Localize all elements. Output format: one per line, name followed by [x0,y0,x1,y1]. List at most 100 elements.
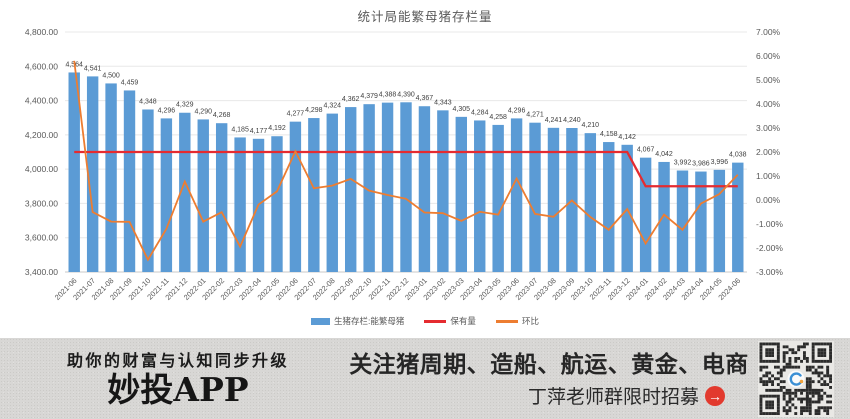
banner-recruit-text: 丁萍老师群限时招募 [527,387,699,408]
legend-item-bars: 生猪存栏:能繁母猪 [311,315,404,327]
bar [179,112,191,272]
svg-text:4,362: 4,362 [342,96,360,103]
svg-text:4,038: 4,038 [729,152,747,159]
svg-text:4,271: 4,271 [526,112,544,119]
bar [271,136,283,272]
bar [86,76,99,273]
svg-text:0.00%: 0.00% [756,195,781,205]
bar [584,133,597,272]
svg-text:4,500: 4,500 [102,72,120,79]
bar [381,102,394,272]
svg-text:4,800.00: 4,800.00 [25,27,58,37]
bar [326,113,338,272]
bar-swatch-icon [311,317,331,325]
svg-text:7.00%: 7.00% [756,27,781,37]
svg-text:4,185: 4,185 [231,126,249,133]
banner-recruit-row: 丁萍老师群限时招募 → [345,382,753,409]
svg-text:3,996: 3,996 [711,159,729,166]
bar [308,118,320,272]
svg-text:1.00%: 1.00% [756,171,781,181]
bar [418,106,431,272]
svg-text:5.00%: 5.00% [756,75,781,85]
bar [160,118,173,273]
legend-item-retention: 保有量 [424,315,476,327]
svg-text:3,800.00: 3,800.00 [25,198,58,208]
legend-label-mom: 环比 [521,316,539,326]
svg-text:4,258: 4,258 [489,114,507,121]
bar [547,127,560,272]
mom-line [73,60,739,262]
retention-line [74,150,738,188]
svg-text:3,600.00: 3,600.00 [25,233,58,243]
red-circle-arrow-icon: → [705,385,725,406]
svg-text:4,158: 4,158 [600,131,618,138]
banner-headline: 关注猪周期、造船、航运、黄金、电商 [349,351,749,377]
bar [713,169,726,272]
banner-app-name: 妙投APP [107,370,249,409]
promo-banner[interactable]: 助你的财富与认知同步升级 妙投APP 关注猪周期、造船、航运、黄金、电商 丁萍老… [0,338,850,419]
bar [455,116,467,272]
svg-text:4,142: 4,142 [618,134,636,141]
svg-text:4,268: 4,268 [213,112,231,119]
svg-text:-3.00%: -3.00% [756,267,783,277]
banner-left-block: 助你的财富与认知同步升级 妙投APP [28,347,328,408]
bar [474,120,486,272]
svg-text:4,290: 4,290 [194,108,212,115]
bar [142,109,154,272]
svg-text:3,986: 3,986 [692,161,710,168]
bar [437,110,449,272]
bars [68,72,744,273]
bar [492,124,504,273]
svg-text:4,296: 4,296 [508,107,526,114]
bar [658,161,670,272]
bar [529,122,541,272]
svg-text:4,329: 4,329 [176,102,194,109]
svg-text:4,296: 4,296 [158,107,176,114]
banner-right-block: 关注猪周期、造船、航运、黄金、电商 丁萍老师群限时招募 → [345,345,753,409]
bar [289,121,302,273]
svg-text:4,000.00: 4,000.00 [25,164,58,174]
svg-text:4,379: 4,379 [360,93,378,100]
bar [345,107,357,272]
svg-text:4,305: 4,305 [453,106,471,113]
orange-line-swatch-icon [495,319,518,323]
svg-text:-1.00%: -1.00% [756,219,783,229]
bar [676,170,689,272]
bar [510,118,523,273]
legend-label-bars: 生猪存栏:能繁母猪 [334,316,405,326]
svg-text:4,067: 4,067 [637,147,655,154]
qr-code [758,341,834,417]
chart-title: 统计局能繁母猪存栏量 [357,10,493,24]
svg-text:4,390: 4,390 [397,91,415,98]
bar [732,162,744,272]
svg-text:4,284: 4,284 [471,109,489,116]
svg-text:4,177: 4,177 [250,128,268,135]
svg-text:4,241: 4,241 [545,117,563,124]
bar [105,83,117,272]
svg-text:4,200.00: 4,200.00 [25,130,58,140]
svg-text:4,541: 4,541 [84,65,102,72]
svg-text:4,192: 4,192 [268,125,286,132]
red-line-swatch-icon [424,319,447,323]
svg-text:4,367: 4,367 [416,95,434,102]
bar [400,102,412,273]
bar [363,104,375,273]
chart-canvas: 4,800.00 4,600.00 4,400.00 4,200.00 4,000.00… [25,27,783,302]
legend-item-mom: 环比 [495,315,539,327]
svg-text:4,348: 4,348 [139,98,157,105]
bar [215,123,228,272]
svg-text:4.00%: 4.00% [756,99,781,109]
svg-text:-2.00%: -2.00% [756,243,783,253]
svg-text:2.00%: 2.00% [756,147,781,157]
bar [234,137,246,272]
svg-text:3,992: 3,992 [674,160,692,167]
bar [695,171,707,272]
bar [68,72,80,272]
svg-text:3,400.00: 3,400.00 [25,267,58,277]
svg-text:6.00%: 6.00% [756,51,781,61]
svg-text:4,277: 4,277 [287,111,305,118]
x-axis-labels: 2021-062021-072021-082021-092021-102021-… [53,276,742,302]
svg-text:4,240: 4,240 [563,117,581,124]
chart-legend: 生猪存栏:能繁母猪 保有量 环比 [0,315,850,327]
